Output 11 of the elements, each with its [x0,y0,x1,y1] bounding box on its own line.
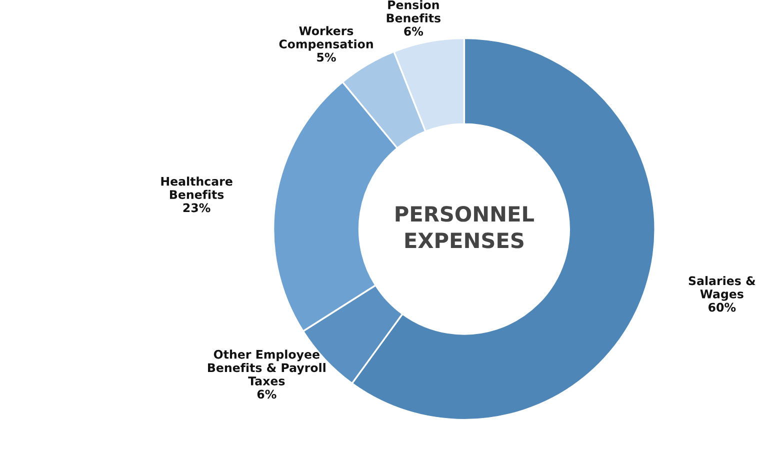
slice-label: Workers Compensation [279,26,373,51]
data-label: 5% [317,52,336,62]
data-label: 23% [183,203,210,212]
slice-label: Other Employee Benefits & Payroll Taxes [208,350,326,386]
data-label: 6% [257,390,276,399]
text: PERSONNEL EXPENSES [396,206,534,248]
slice-label: Healthcare Benefits [161,176,232,199]
data-label: 6% [404,26,424,36]
slice-label: Pension Benefits [386,0,440,22]
slice-label: Salaries & Wages [688,276,756,301]
data-label: 60% [708,302,736,312]
